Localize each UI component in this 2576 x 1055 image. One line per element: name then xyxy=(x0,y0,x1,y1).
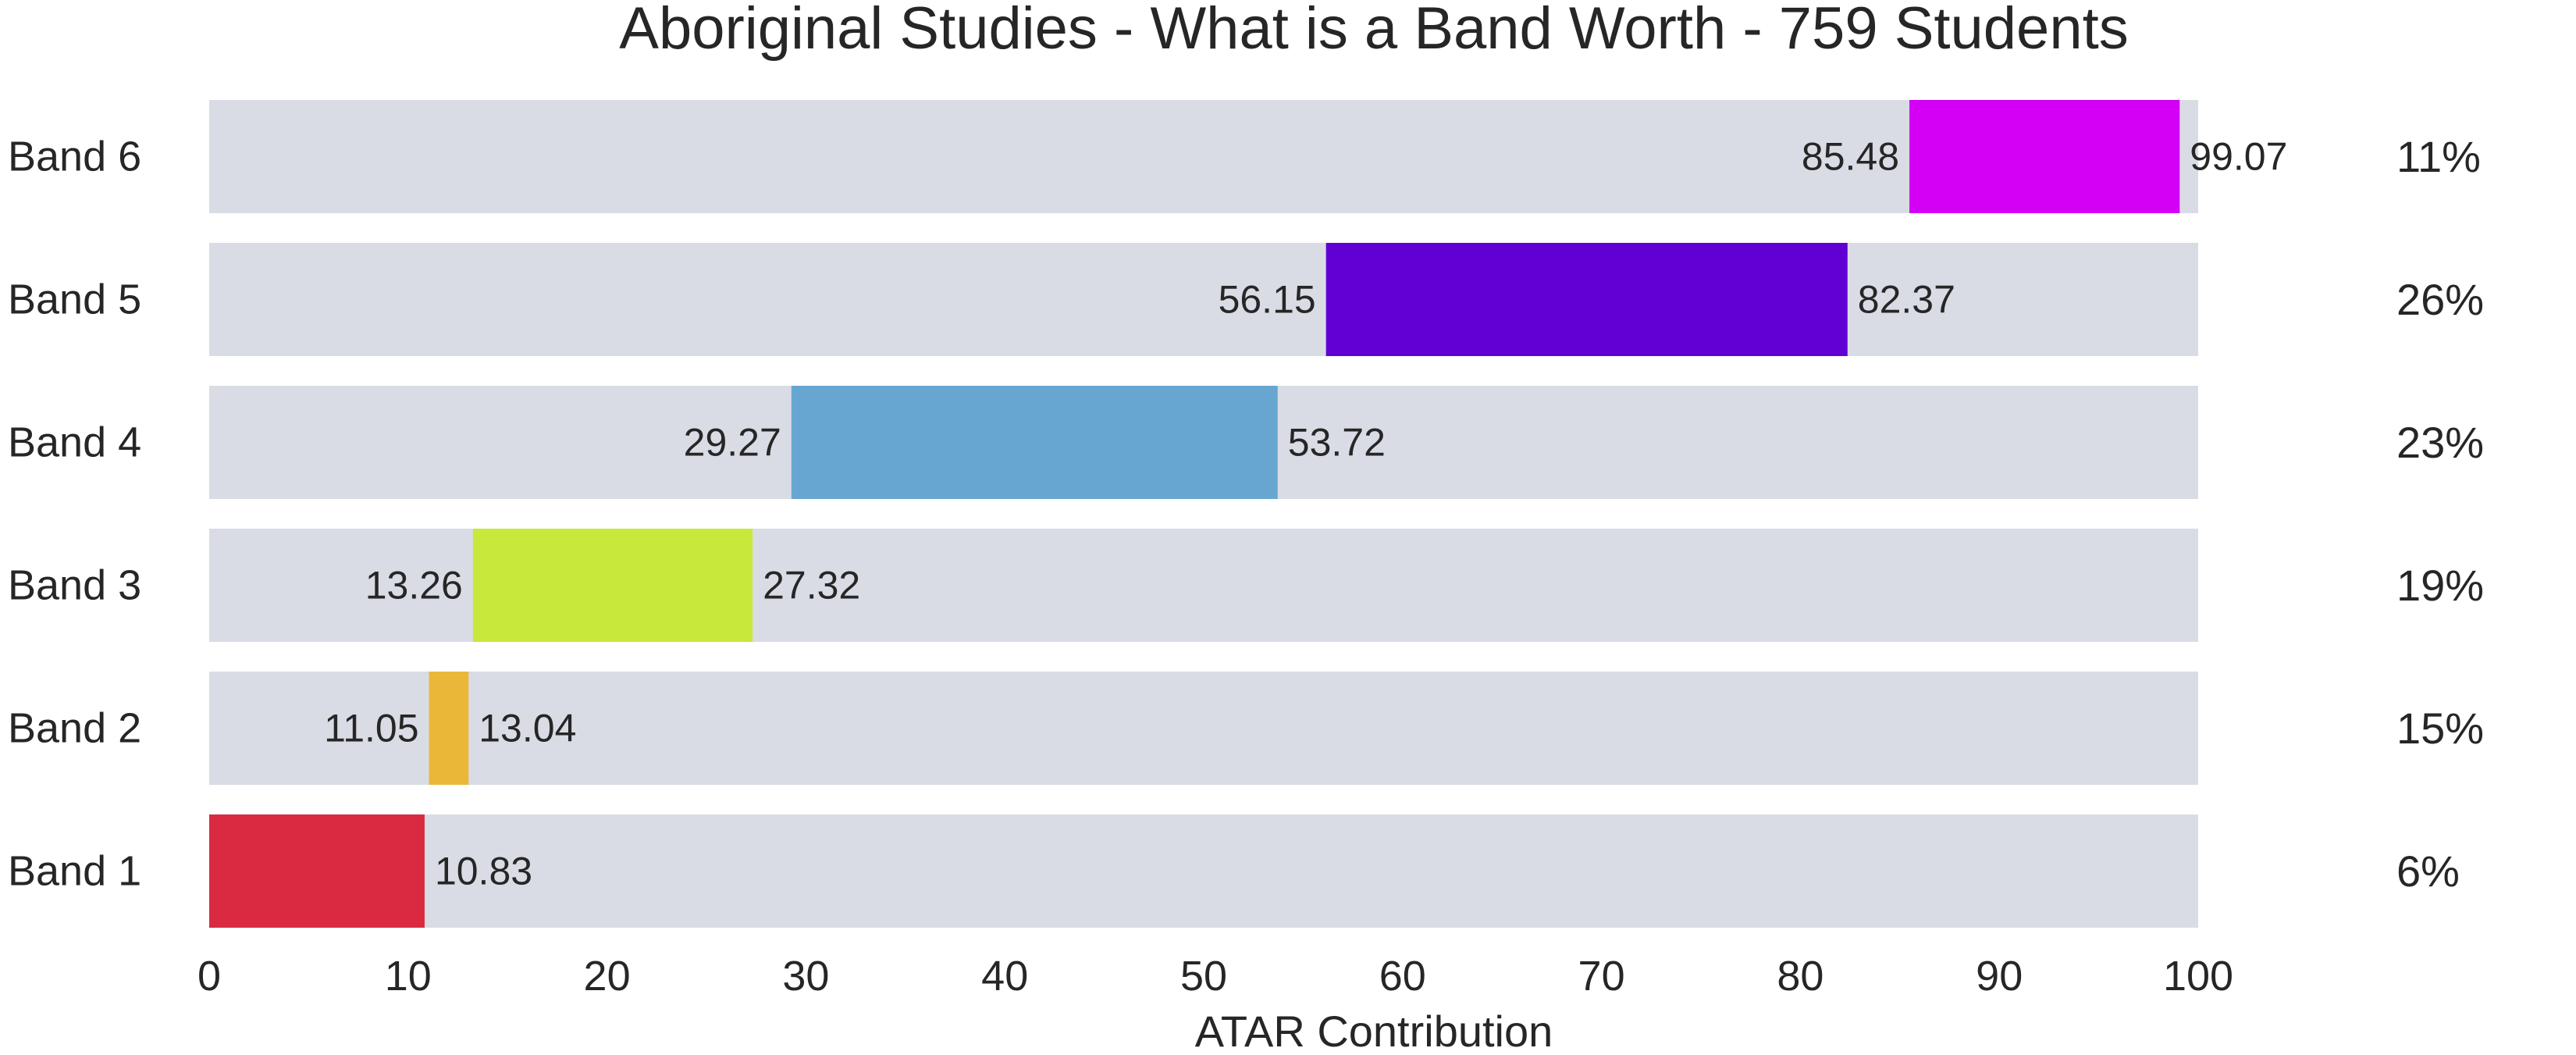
end-value-label-band-3: 27.32 xyxy=(763,564,860,608)
x-tick-label: 0 xyxy=(197,953,221,1000)
band-bar-band-6 xyxy=(1909,100,2180,213)
band-bar-band-2 xyxy=(429,672,469,785)
range-track-band-6 xyxy=(209,100,2198,213)
x-tick-label: 20 xyxy=(584,953,631,1000)
x-tick-label: 40 xyxy=(981,953,1028,1000)
x-tick-label: 60 xyxy=(1379,953,1426,1000)
band-bar-band-3 xyxy=(472,529,753,642)
x-axis-label: ATAR Contribution xyxy=(1195,1007,1553,1055)
end-value-label-band-5: 82.37 xyxy=(1858,278,1955,322)
x-tick-label: 100 xyxy=(2163,953,2233,1000)
chart-title: Aboriginal Studies - What is a Band Wort… xyxy=(619,0,2128,62)
band-label-band-1: Band 1 xyxy=(8,848,141,895)
x-tick-label: 90 xyxy=(1976,953,2023,1000)
start-value-label-band-4: 29.27 xyxy=(684,421,781,465)
band-bar-band-5 xyxy=(1325,243,1848,356)
band-percent-band-2: 15% xyxy=(2396,704,2484,753)
band-label-band-3: Band 3 xyxy=(8,562,141,609)
band-percent-band-1: 6% xyxy=(2396,846,2460,896)
x-tick-label: 10 xyxy=(385,953,432,1000)
band-percent-band-6: 11% xyxy=(2396,132,2481,181)
x-tick-label: 30 xyxy=(782,953,829,1000)
end-value-label-band-2: 13.04 xyxy=(479,707,576,750)
end-value-label-band-6: 99.07 xyxy=(2190,135,2287,179)
start-value-label-band-2: 11.05 xyxy=(324,707,418,750)
x-tick-label: 50 xyxy=(1180,953,1227,1000)
band-label-band-4: Band 4 xyxy=(8,419,141,466)
start-value-label-band-6: 85.48 xyxy=(1802,135,1899,179)
range-track-band-1 xyxy=(209,814,2198,928)
end-value-label-band-4: 53.72 xyxy=(1288,421,1386,465)
band-percent-band-3: 19% xyxy=(2396,561,2484,610)
x-axis-ticks: 0 10 20 30 40 50 60 70 80 90 100 xyxy=(197,953,2233,1000)
band-label-band-6: Band 6 xyxy=(8,134,141,180)
x-tick-label: 70 xyxy=(1578,953,1625,1000)
bars-layer: Band 6 85.48 99.07 11% Band 5 56.15 82.37 26% Ba… xyxy=(8,100,2484,928)
start-value-label-band-3: 13.26 xyxy=(365,564,463,608)
band-percent-band-4: 23% xyxy=(2396,418,2484,467)
band-bar-band-1 xyxy=(209,814,425,928)
end-value-label-band-1: 10.83 xyxy=(435,850,532,893)
range-track-band-2 xyxy=(209,672,2198,785)
x-tick-label: 80 xyxy=(1777,953,1823,1000)
band-bar-band-4 xyxy=(791,386,1278,499)
band-label-band-2: Band 2 xyxy=(8,705,141,752)
range-track-band-5 xyxy=(209,243,2198,356)
start-value-label-band-5: 56.15 xyxy=(1219,278,1316,322)
band-label-band-5: Band 5 xyxy=(8,276,141,323)
band-percent-band-5: 26% xyxy=(2396,275,2484,324)
